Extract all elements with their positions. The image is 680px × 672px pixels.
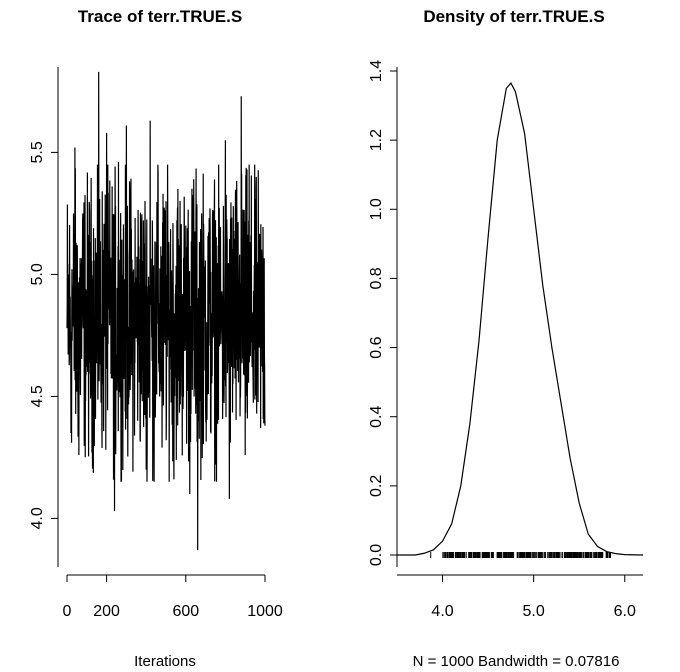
density-x-ticks: 4.0 5.0 6.0 — [431, 575, 636, 620]
density-y-tick-label: 0.8 — [368, 267, 385, 289]
density-x-tick-label: 6.0 — [614, 603, 636, 620]
density-panel: Density of terr.TRUE.S 0.0 0.2 0.4 0.6 0.8 1.… — [368, 7, 644, 670]
trace-panel: Trace of terr.TRUE.S 4.0 4.5 5.0 5.5 0 200 60… — [29, 7, 283, 670]
density-y-tick-label: 1.2 — [368, 129, 385, 151]
trace-title: Trace of terr.TRUE.S — [78, 7, 242, 26]
density-y-tick-label: 0.0 — [368, 544, 385, 566]
density-y-tick-label: 1.0 — [368, 198, 385, 220]
trace-x-tick-label: 200 — [93, 603, 120, 620]
trace-y-ticks: 4.0 4.5 5.0 5.5 — [29, 141, 58, 530]
trace-x-axis-label: Iterations — [134, 653, 196, 670]
trace-y-tick-label: 5.5 — [29, 141, 46, 163]
trace-x-tick-label: 600 — [172, 603, 199, 620]
density-title: Density of terr.TRUE.S — [423, 7, 604, 26]
trace-x-tick-label: 1000 — [247, 603, 283, 620]
density-y-tick-label: 1.4 — [368, 60, 385, 82]
density-y-tick-label: 0.2 — [368, 475, 385, 497]
density-y-ticks: 0.0 0.2 0.4 0.6 0.8 1.0 1.2 1.4 — [368, 60, 397, 566]
density-y-tick-label: 0.6 — [368, 336, 385, 358]
trace-x-tick-label: 0 — [63, 603, 72, 620]
trace-y-tick-label: 4.5 — [29, 385, 46, 407]
density-x-tick-label: 4.0 — [431, 603, 453, 620]
density-y-tick-label: 0.4 — [368, 405, 385, 427]
density-curve — [397, 82, 644, 556]
trace-y-tick-label: 5.0 — [29, 263, 46, 285]
density-x-axis-label: N = 1000 Bandwidth = 0.07816 — [413, 653, 620, 670]
trace-y-tick-label: 4.0 — [29, 507, 46, 529]
density-rug — [430, 552, 612, 558]
trace-series-line — [66, 71, 266, 551]
density-x-tick-label: 5.0 — [523, 603, 545, 620]
trace-x-ticks: 0 200 600 1000 — [63, 575, 283, 620]
